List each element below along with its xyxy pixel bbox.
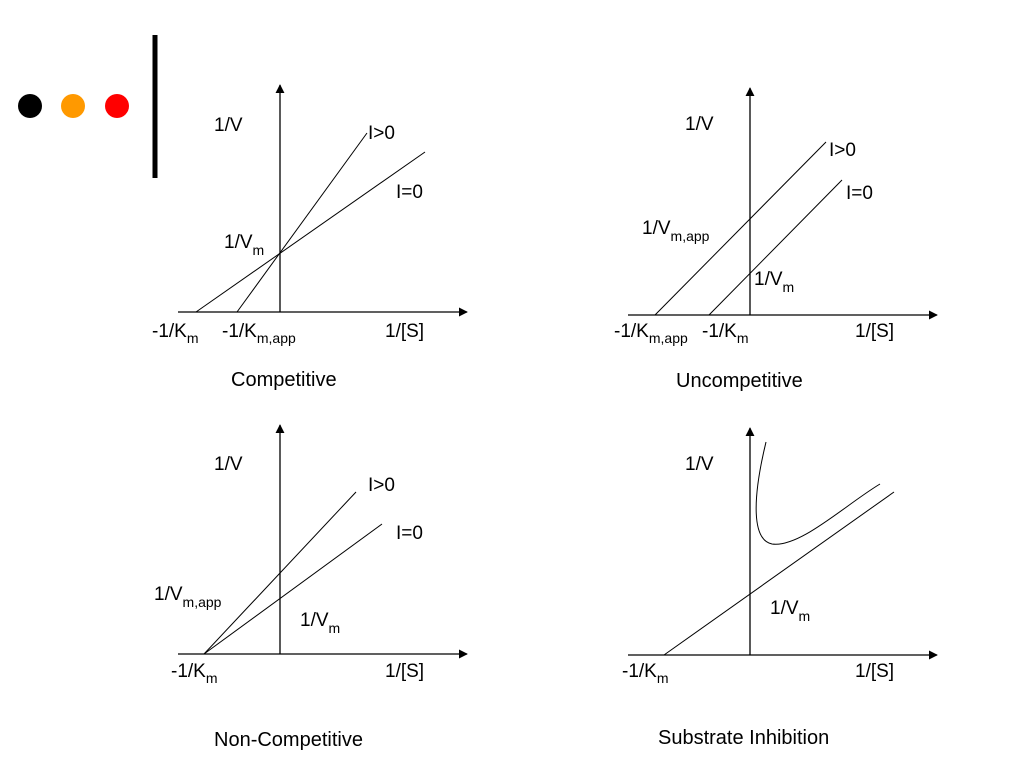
x-intercept-label: -1/Km — [622, 661, 669, 686]
caption-noncompetitive: Non-Competitive — [214, 729, 363, 751]
x-axis-label: 1/[S] — [385, 321, 424, 342]
line-label-uninhibited: I=0 — [846, 183, 873, 204]
line-label-inhibited: I>0 — [829, 140, 856, 161]
y-intercept-label-inhibited: 1/Vm,app — [154, 584, 222, 610]
panel-uncompetitive: 1/V I>0 I=0 1/Vm,app 1/Vm -1/Km,app -1/K… — [614, 87, 938, 392]
panel-noncompetitive: 1/V I>0 I=0 1/Vm,app 1/Vm -1/Km 1/[S] No… — [154, 424, 468, 751]
dot-orange — [61, 94, 85, 118]
panel-substrate-inhibition: 1/V 1/Vm -1/Km 1/[S] Substrate Inhibitio… — [622, 427, 938, 749]
caption-substrate-inhibition: Substrate Inhibition — [658, 727, 829, 749]
line-uninhibited — [195, 151, 426, 313]
line-uninhibited — [663, 491, 895, 656]
y-intercept-label: 1/Vm — [224, 232, 264, 258]
x-intercept-label-1: -1/Km,app — [614, 321, 688, 346]
caption-uncompetitive: Uncompetitive — [676, 370, 803, 392]
y-intercept-label: 1/Vm — [770, 598, 810, 624]
line-label-uninhibited: I=0 — [396, 523, 423, 544]
x-intercept-label: -1/Km — [171, 661, 218, 686]
line-uninhibited — [203, 523, 383, 655]
line-label-inhibited: I>0 — [368, 475, 395, 496]
y-axis-label: 1/V — [685, 454, 714, 475]
dot-black — [18, 94, 42, 118]
dot-red — [105, 94, 129, 118]
x-intercept-label-1: -1/Km — [152, 321, 199, 346]
x-axis-label: 1/[S] — [855, 321, 894, 342]
line-label-uninhibited: I=0 — [396, 182, 423, 203]
x-axis-label: 1/[S] — [385, 661, 424, 682]
caption-competitive: Competitive — [231, 369, 337, 391]
line-inhibited — [236, 132, 368, 313]
x-intercept-label-2: -1/Km,app — [222, 321, 296, 346]
line-uninhibited — [708, 179, 843, 316]
line-inhibited — [203, 491, 357, 655]
panel-competitive: 1/V I>0 I=0 1/Vm -1/Km -1/Km,app 1/[S] C… — [152, 84, 468, 391]
y-intercept-label-uninhibited: 1/Vm — [300, 610, 340, 636]
line-label-inhibited: I>0 — [368, 123, 395, 144]
x-intercept-label-2: -1/Km — [702, 321, 749, 346]
x-axis-label: 1/[S] — [855, 661, 894, 682]
y-axis-label: 1/V — [214, 454, 243, 475]
y-axis-label: 1/V — [685, 114, 714, 135]
y-intercept-label-inhibited: 1/Vm,app — [642, 218, 710, 244]
header-decor — [18, 35, 158, 178]
curve-substrate-inhibition — [755, 441, 881, 545]
y-intercept-label-uninhibited: 1/Vm — [754, 269, 794, 295]
y-axis-label: 1/V — [214, 115, 243, 136]
line-inhibited — [654, 141, 827, 316]
